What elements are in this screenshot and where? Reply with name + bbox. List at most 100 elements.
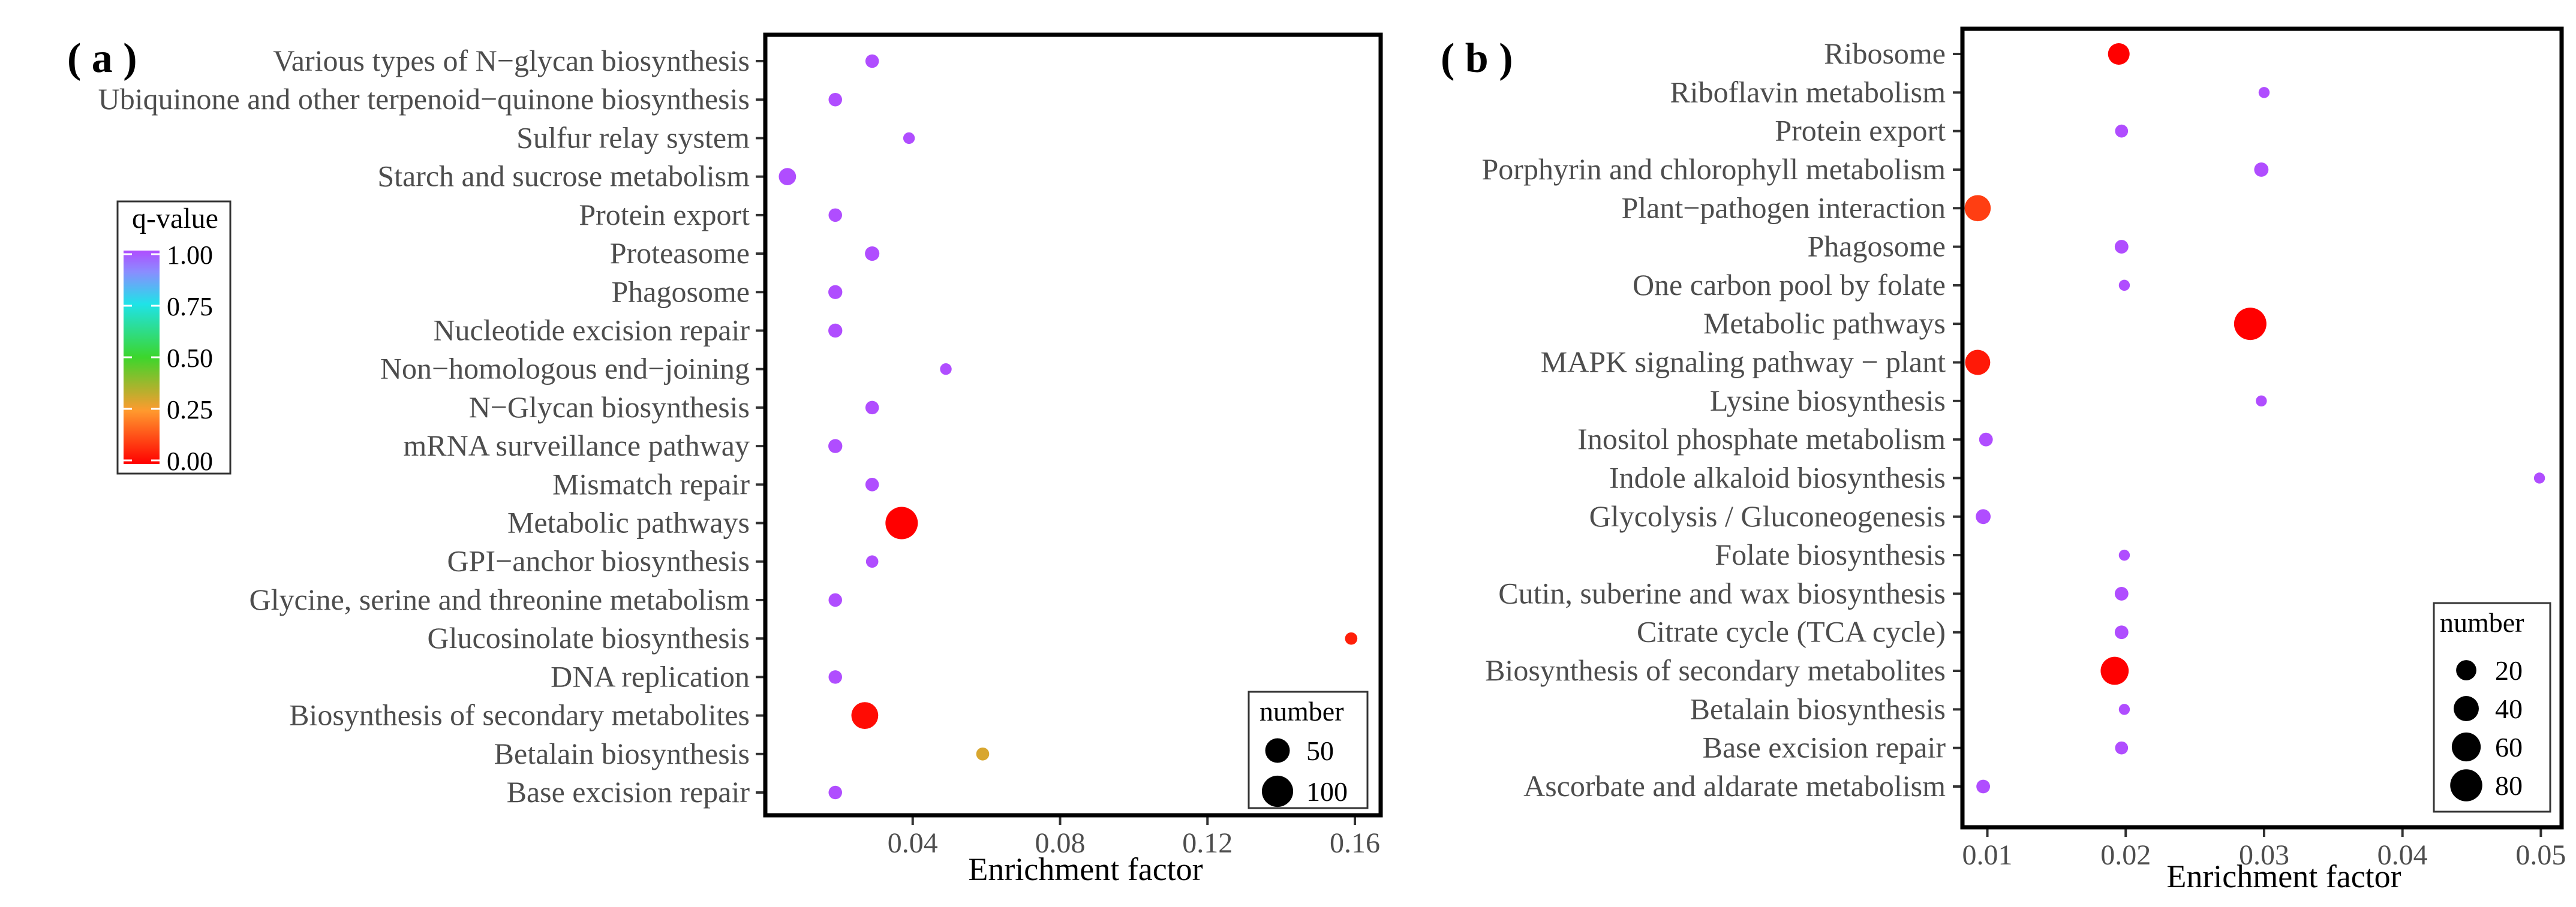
- color-legend-tick-label: 0.00: [167, 447, 213, 476]
- panel-a: ( a ) Various types of N−glycan biosynth…: [67, 32, 1383, 887]
- data-point: [976, 747, 990, 761]
- category-label: MAPK signaling pathway − plant: [1541, 345, 1946, 379]
- data-point: [2114, 625, 2129, 640]
- data-point: [828, 92, 842, 107]
- category-label: mRNA surveillance pathway: [403, 429, 750, 462]
- size-legend-circle: [1261, 775, 1294, 807]
- category-label: Phagosome: [611, 275, 750, 308]
- category-label: Mismatch repair: [552, 467, 750, 501]
- category-label: Glycine, serine and threonine metabolism: [250, 583, 750, 616]
- data-point: [1345, 632, 1358, 645]
- category-label: Porphyrin and chlorophyll metabolism: [1481, 152, 1946, 186]
- data-point: [1964, 195, 1991, 222]
- category-label: Non−homologous end−joining: [380, 352, 750, 385]
- category-label: Betalain biosynthesis: [1690, 692, 1946, 725]
- panel-b-x-ticks: 0.01 0.02 0.03 0.04 0.05: [1962, 827, 2566, 871]
- size-legend-circle: [2450, 769, 2482, 801]
- category-label: Base excision repair: [1703, 731, 1946, 764]
- panel-b-x-axis-label: Enrichment factor: [2166, 858, 2401, 894]
- category-label: Protein export: [579, 198, 750, 231]
- color-legend-title: q-value: [132, 203, 218, 234]
- data-point: [778, 168, 796, 186]
- category-label: Glycolysis / Gluconeogenesis: [1589, 499, 1946, 533]
- data-point: [828, 593, 842, 607]
- data-point: [1979, 432, 1993, 447]
- size-legend-title: number: [2440, 607, 2524, 638]
- color-legend-tick-label: 0.25: [167, 395, 213, 424]
- category-label: Base excision repair: [507, 775, 750, 809]
- x-tick-label: 0.03: [2239, 839, 2289, 871]
- category-label: Metabolic pathways: [1703, 306, 1946, 340]
- data-point: [2234, 308, 2267, 340]
- category-label: Inositol phosphate metabolism: [1577, 422, 1946, 456]
- size-legend-circle: [2456, 660, 2476, 680]
- data-point: [2114, 240, 2129, 254]
- data-point: [865, 246, 880, 261]
- panel-a-color-legend: q-value 1.00 0.75 0.50 0.25 0.00: [116, 200, 232, 476]
- data-point: [865, 555, 879, 568]
- category-label: Ubiquinone and other terpenoid−quinone b…: [98, 82, 750, 116]
- data-point: [828, 208, 842, 222]
- size-legend-circle: [1265, 738, 1290, 763]
- data-point: [828, 439, 843, 453]
- panel-b-label: ( b ): [1441, 35, 1513, 82]
- data-point: [2118, 704, 2130, 715]
- size-legend-label: 100: [1306, 776, 1348, 807]
- panel-b-points: [1964, 43, 2545, 794]
- category-label: Lysine biosynthesis: [1710, 384, 1946, 417]
- category-label: Ascorbate and aldarate metabolism: [1523, 769, 1946, 803]
- panel-a-x-axis-label: Enrichment factor: [968, 851, 1203, 887]
- category-label: GPI−anchor biosynthesis: [447, 544, 750, 578]
- data-point: [903, 132, 915, 144]
- category-label: Betalain biosynthesis: [494, 737, 750, 770]
- size-legend-circle: [2454, 696, 2479, 721]
- color-legend-tick-label: 0.50: [167, 343, 213, 373]
- color-legend-tick-label: 0.75: [167, 292, 213, 321]
- panel-a-label: ( a ): [67, 35, 137, 82]
- data-point: [2256, 395, 2267, 407]
- data-point: [828, 670, 842, 684]
- color-legend-ticks: 1.00 0.75 0.50 0.25 0.00: [124, 240, 213, 476]
- category-label: Riboflavin metabolism: [1670, 75, 1946, 109]
- data-point: [865, 54, 879, 68]
- panel-b: ( b ) Ribosome Riboflavin metabolism Prote…: [1441, 26, 2566, 894]
- x-tick-label: 0.02: [2100, 839, 2151, 871]
- size-legend-label: 20: [2495, 655, 2523, 686]
- panel-b-category-labels: Ribosome Riboflavin metabolism Protein exp…: [1481, 37, 1946, 803]
- panel-b-plot-frame: [1960, 26, 2564, 830]
- size-legend-label: 60: [2495, 732, 2523, 763]
- x-tick-label: 0.08: [1035, 827, 1085, 859]
- data-point: [2114, 587, 2129, 601]
- data-point: [2533, 472, 2545, 484]
- panel-a-category-labels: Various types of N−glycan biosynthesis Ub…: [98, 44, 750, 809]
- category-label: Starch and sucrose metabolism: [377, 159, 750, 193]
- data-point: [2100, 656, 2129, 685]
- data-point: [865, 478, 879, 492]
- x-tick-label: 0.16: [1330, 827, 1380, 859]
- category-label: Citrate cycle (TCA cycle): [1637, 615, 1946, 649]
- category-label: Plant−pathogen interaction: [1621, 191, 1946, 224]
- size-legend-entries: 20 40 60 80: [2450, 655, 2523, 801]
- data-point: [940, 363, 952, 375]
- panel-b-size-legend: number 20 40 60 80: [2433, 602, 2551, 813]
- category-label: One carbon pool by folate: [1633, 268, 1946, 302]
- category-label: Cutin, suberine and wax biosynthesis: [1498, 576, 1946, 610]
- category-label: Protein export: [1775, 114, 1946, 147]
- category-label: Phagosome: [1807, 230, 1946, 263]
- size-legend-title: number: [1260, 696, 1344, 727]
- x-tick-label: 0.01: [1962, 839, 2013, 871]
- category-label: Biosynthesis of secondary metabolites: [289, 698, 750, 732]
- size-legend-circle: [2451, 732, 2481, 762]
- category-label: Glucosinolate biosynthesis: [428, 621, 750, 655]
- data-point: [2254, 162, 2269, 177]
- category-label: Folate biosynthesis: [1715, 538, 1946, 571]
- color-legend-tick-label: 1.00: [167, 240, 213, 270]
- data-point: [2115, 124, 2129, 138]
- category-label: Proteasome: [610, 236, 750, 270]
- category-label: Nucleotide excision repair: [433, 313, 750, 346]
- data-point: [1976, 509, 1991, 525]
- data-point: [828, 323, 843, 338]
- data-point: [2115, 741, 2129, 755]
